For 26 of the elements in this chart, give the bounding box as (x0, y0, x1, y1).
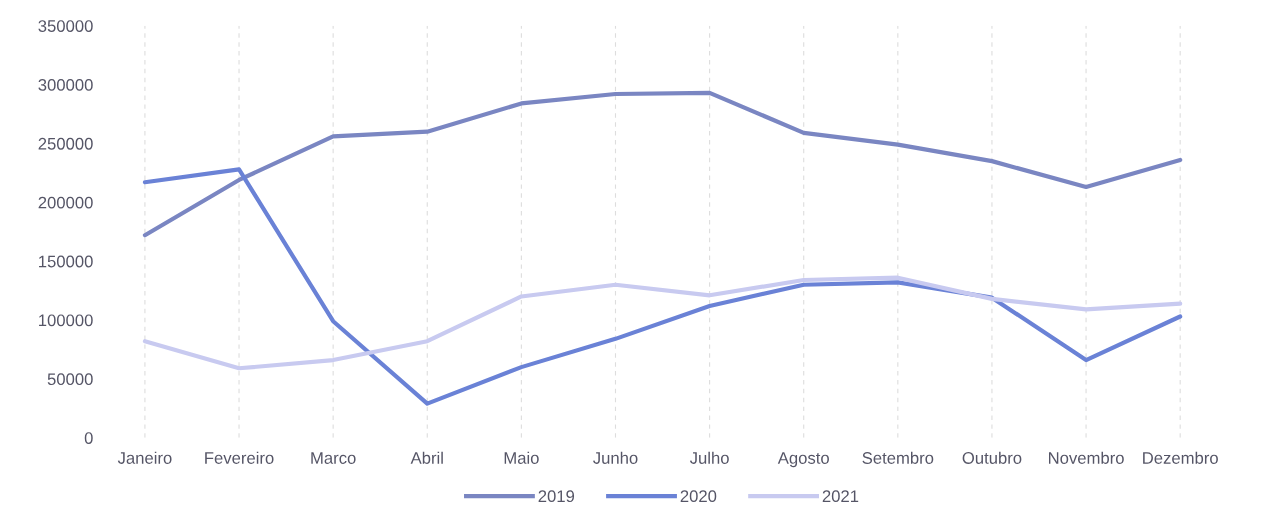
y-tick-label: 0 (84, 432, 93, 444)
x-tick-label: Setembro (862, 451, 934, 464)
legend-label: 2020 (680, 490, 717, 503)
x-tick-label: Novembro (1049, 451, 1124, 464)
y-tick-label: 150000 (39, 255, 93, 268)
y-tick-label: 300000 (38, 79, 93, 91)
y-tick-label: 50000 (47, 373, 93, 386)
y-tick-label: 350000 (38, 20, 93, 32)
x-tick-label: Agosto (777, 452, 829, 468)
x-tick-label: Fevereiro (205, 451, 274, 464)
line-series (142, 167, 1183, 406)
line-series (142, 90, 1183, 238)
legend-label: 2019 (538, 490, 575, 503)
line-series (142, 275, 1183, 371)
x-tick-label: Dezembro (1143, 451, 1218, 464)
x-tick-label: Julho (689, 451, 729, 464)
y-tick-label: 100000 (39, 314, 93, 327)
y-tick-label: 250000 (38, 137, 93, 150)
x-tick-label: Outubro (962, 451, 1022, 464)
x-tick-label: Junho (593, 451, 638, 464)
y-tick-label: 200000 (38, 196, 93, 209)
legend-label: 2021 (822, 490, 859, 503)
x-tick-label: Abril (410, 451, 443, 464)
x-tick-label: Maio (504, 451, 539, 464)
x-tick-label: Janeiro (117, 451, 172, 464)
x-tick-label: Marco (311, 452, 356, 464)
